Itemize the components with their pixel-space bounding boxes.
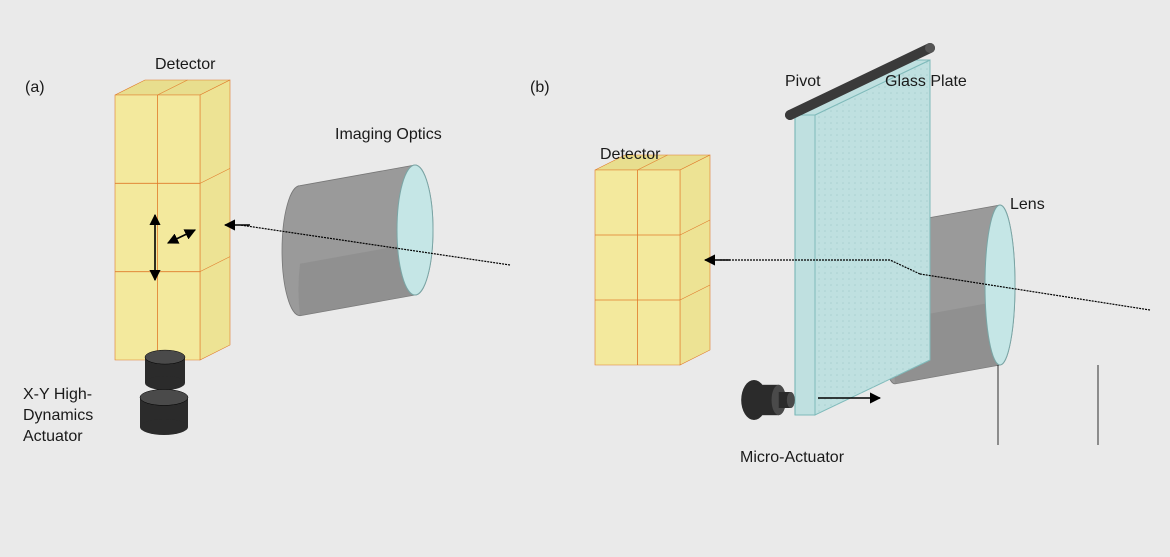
label-lens: Lens [1010, 195, 1045, 216]
label-panel-a: (a) [25, 78, 45, 99]
label-micro-actuator: Micro-Actuator [740, 448, 844, 469]
label-detector-b: Detector [600, 145, 660, 166]
label-panel-b: (b) [530, 78, 550, 99]
label-imaging-optics: Imaging Optics [335, 125, 442, 146]
diagram-canvas: (a) (b) Detector Detector Imaging Optics X-Y … [0, 0, 1170, 557]
label-detector-a: Detector [155, 55, 215, 76]
label-actuator-xy: X-Y High- Dynamics Actuator [23, 385, 93, 447]
diagram-svg [0, 0, 1170, 557]
label-pivot: Pivot [785, 72, 821, 93]
label-glass-plate: Glass Plate [885, 72, 967, 93]
